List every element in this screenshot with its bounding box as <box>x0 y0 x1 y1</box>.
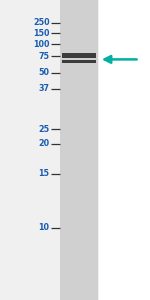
Text: 100: 100 <box>33 40 50 49</box>
Text: 250: 250 <box>33 18 50 27</box>
Text: 20: 20 <box>38 140 50 148</box>
Text: 15: 15 <box>39 169 50 178</box>
Text: 10: 10 <box>39 224 50 232</box>
Bar <box>61 60 96 63</box>
Text: 75: 75 <box>39 52 50 61</box>
Text: 150: 150 <box>33 28 50 38</box>
Text: 50: 50 <box>39 68 50 77</box>
Bar <box>61 53 96 58</box>
Bar <box>99 0 150 300</box>
Bar <box>60 0 98 300</box>
Text: 37: 37 <box>39 84 50 93</box>
Text: 25: 25 <box>38 124 50 134</box>
